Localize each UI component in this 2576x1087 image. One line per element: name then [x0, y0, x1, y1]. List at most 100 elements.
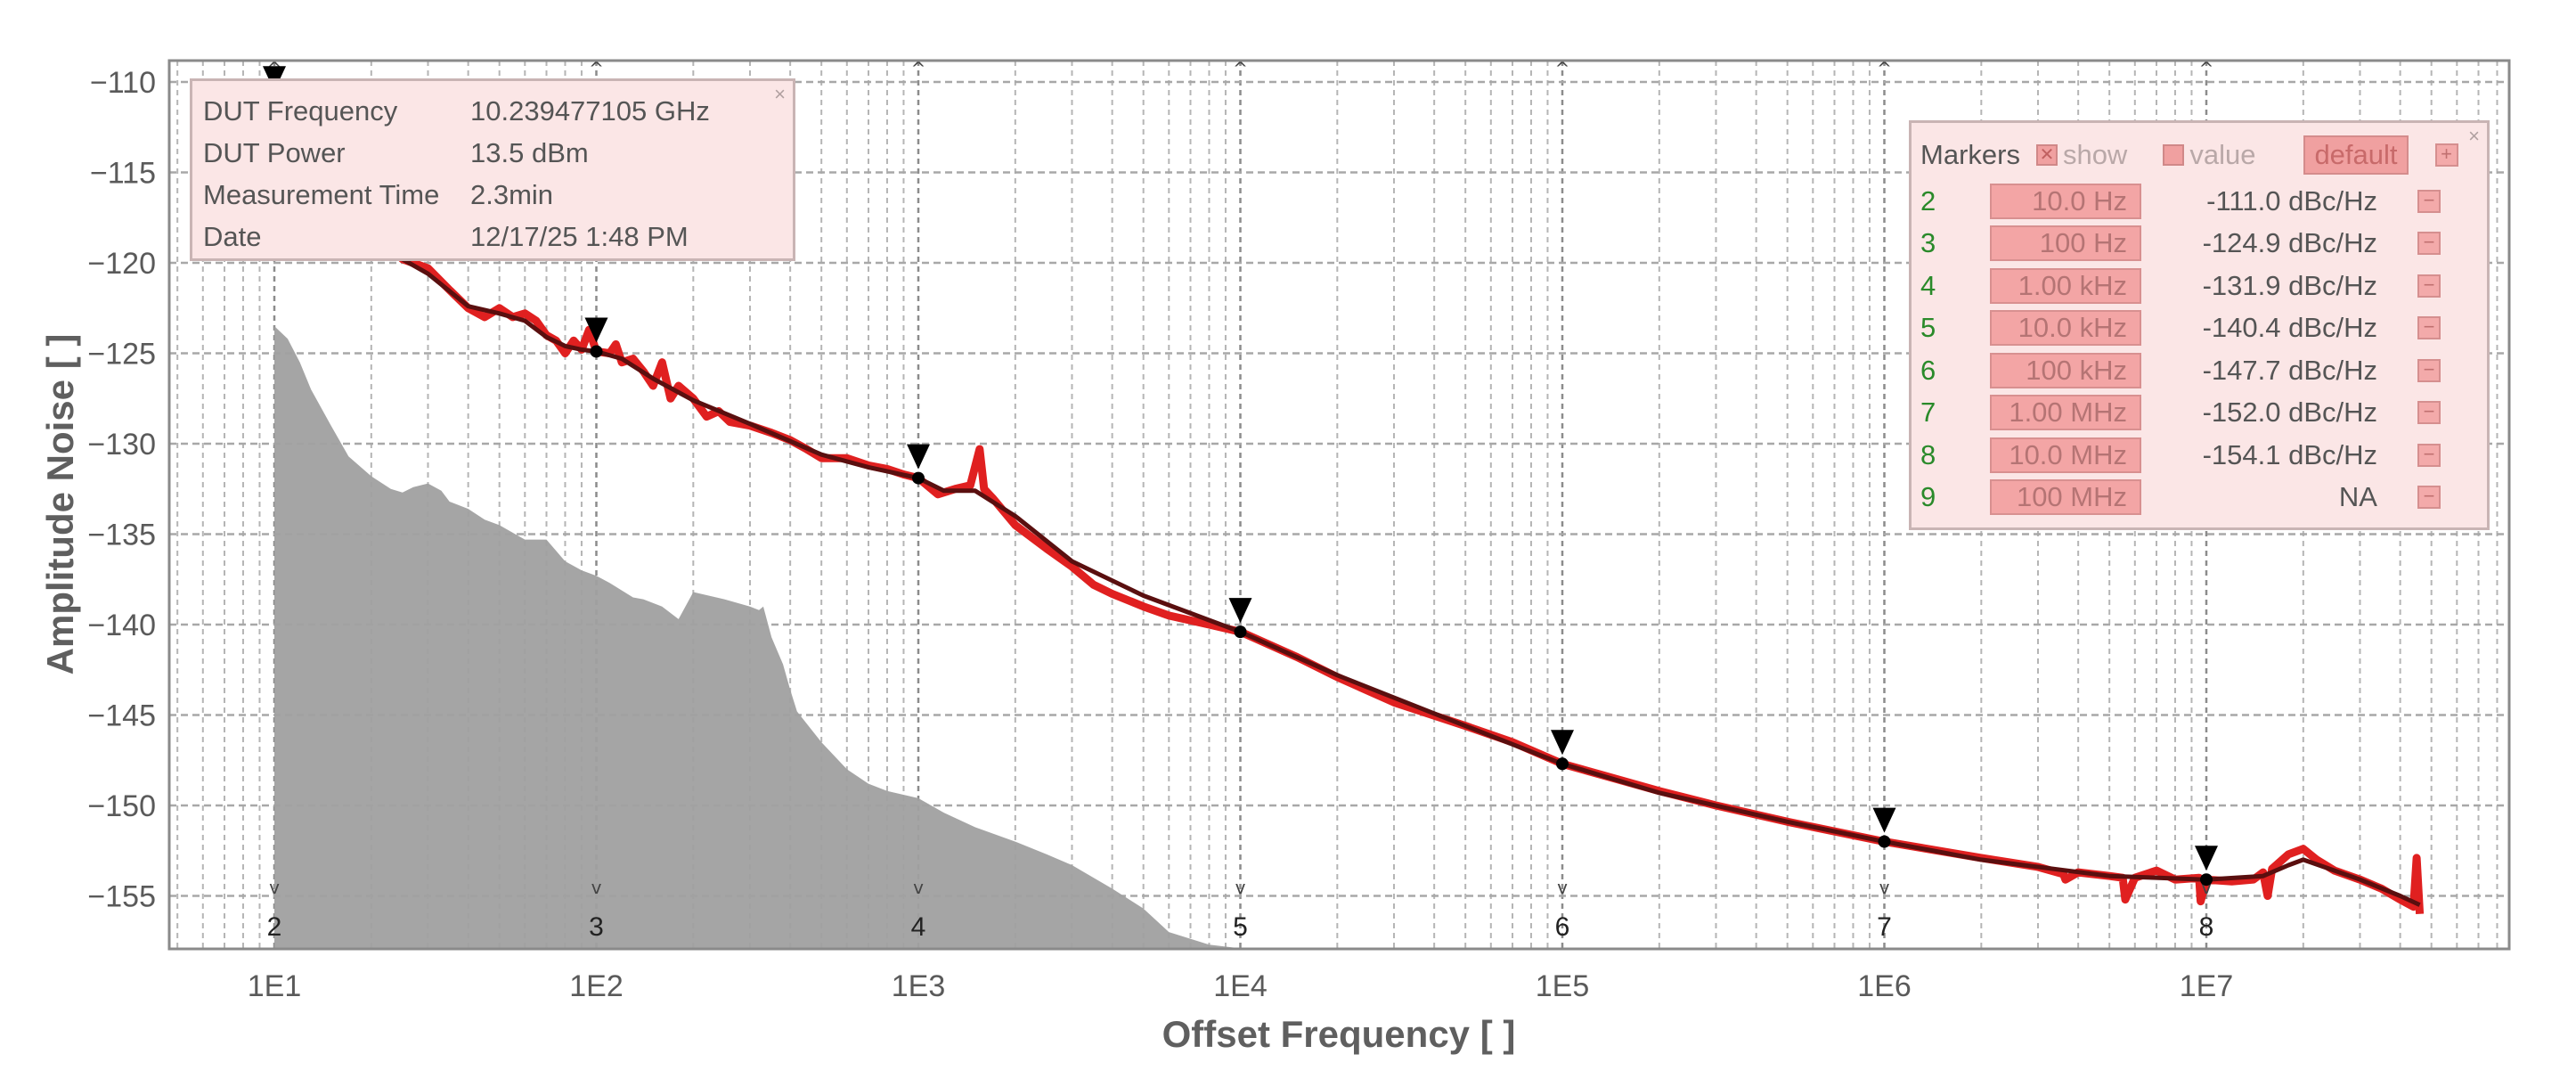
marker-value: -111.0 dBc/Hz [2206, 184, 2377, 217]
marker-point [1556, 757, 1569, 771]
marker-7[interactable]: ^ v 7 [1872, 58, 1896, 942]
default-button[interactable]: default [2303, 135, 2409, 175]
marker-frequency-input[interactable]: 100 Hz [1990, 225, 2141, 262]
show-label[interactable]: show [2062, 139, 2128, 170]
remove-marker-button[interactable]: − [2417, 486, 2441, 510]
info-row-date: Date 12/17/25 1:48 PM [203, 216, 782, 257]
info-row-time: Measurement Time 2.3min [203, 174, 782, 216]
markers-header: Markers ✕ show value default + [1920, 130, 2478, 180]
y-axis-ticks: −110 −115 −120 −125 −130 −135 −140 −145 −150 −155 [87, 66, 156, 914]
y-tick-label: −135 [87, 519, 156, 552]
marker-top-caret-icon: ^ [1233, 58, 1248, 79]
marker-number: 7 [1920, 396, 1936, 429]
remove-marker-button[interactable]: − [2417, 274, 2441, 298]
y-tick-label: −140 [87, 609, 156, 642]
show-checkbox[interactable]: ✕ [2035, 144, 2058, 166]
marker-number-label: 3 [589, 912, 604, 942]
markers-title: Markers [1920, 139, 2020, 170]
marker-triangle-icon [1551, 730, 1574, 756]
marker-number: 6 [1920, 354, 1936, 386]
marker-triangle-icon [2195, 846, 2218, 871]
remove-marker-button[interactable]: − [2417, 232, 2441, 256]
close-icon[interactable]: × [774, 83, 786, 105]
marker-triangle-icon [907, 444, 930, 470]
remove-marker-button[interactable]: − [2417, 443, 2441, 467]
marker-number: 3 [1920, 227, 1936, 259]
marker-point [912, 471, 925, 485]
marker-5[interactable]: ^ v 5 [1228, 58, 1252, 942]
marker-value: -154.1 dBc/Hz [2202, 438, 2377, 470]
marker-number-label: 2 [267, 912, 282, 942]
marker-value: -140.4 dBc/Hz [2202, 312, 2377, 344]
y-axis-title: Amplitude Noise [ ] [39, 334, 81, 675]
marker-row: 5 10.0 kHz -140.4 dBc/Hz − [1920, 307, 2478, 350]
plot-frame [167, 59, 2511, 951]
info-row-frequency: DUT Frequency 10.239477105 GHz [203, 90, 782, 132]
x-tick-label: 1E7 [2180, 969, 2234, 1003]
marker-bottom-caret-icon: v [269, 877, 280, 898]
x-tick-label: 1E2 [569, 969, 624, 1003]
info-label: DUT Frequency [203, 94, 398, 127]
marker-bottom-caret-icon: v [1879, 877, 1890, 898]
marker-bottom-caret-icon: v [1235, 877, 1246, 898]
marker-number: 9 [1920, 481, 1936, 513]
marker-row: 8 10.0 MHz -154.1 dBc/Hz − [1920, 434, 2478, 477]
raw-trace-line [271, 97, 2425, 915]
marker-row: 4 1.00 kHz -131.9 dBc/Hz − [1920, 265, 2478, 307]
info-value: 10.239477105 GHz [470, 94, 710, 127]
marker-point [590, 345, 603, 358]
marker-point [1878, 835, 1891, 848]
marker-value: -131.9 dBc/Hz [2202, 269, 2377, 301]
marker-8[interactable]: ^v8 [2195, 58, 2218, 942]
marker-row: 3 100 Hz -124.9 dBc/Hz − [1920, 223, 2478, 266]
close-icon[interactable]: × [2468, 125, 2480, 147]
marker-point [1234, 625, 1247, 639]
marker-top-caret-icon: ^ [911, 58, 926, 79]
marker-triangle-icon [1872, 807, 1896, 833]
marker-frequency-input[interactable]: 100 MHz [1990, 479, 2141, 516]
remove-marker-button[interactable]: − [2417, 316, 2441, 340]
marker-number-label: 4 [911, 912, 926, 942]
marker-bottom-caret-icon: v [591, 877, 602, 898]
marker-6[interactable]: ^ v 6 [1551, 58, 1574, 942]
value-label[interactable]: value [2189, 139, 2256, 170]
add-marker-button[interactable]: + [2434, 143, 2458, 167]
dut-info-panel: × DUT Frequency 10.239477105 GHz DUT Pow… [190, 78, 795, 261]
y-tick-label: −120 [87, 247, 156, 281]
marker-frequency-input[interactable]: 1.00 MHz [1990, 395, 2141, 431]
marker-frequency-input[interactable]: 10.0 MHz [1990, 437, 2141, 473]
x-tick-label: 1E5 [1536, 969, 1590, 1003]
marker-number-label: 7 [1877, 912, 1892, 942]
marker-number-label: 6 [1555, 912, 1570, 942]
info-value: 13.5 dBm [470, 136, 589, 168]
remove-marker-button[interactable]: − [2417, 401, 2441, 425]
remove-marker-button[interactable]: − [2417, 189, 2441, 213]
marker-top-caret-icon: ^ [2199, 58, 2214, 79]
x-tick-label: 1E4 [1213, 969, 1268, 1003]
marker-value: -152.0 dBc/Hz [2202, 396, 2377, 429]
x-tick-label: 1E3 [892, 969, 946, 1003]
marker-bottom-caret-icon: v [913, 877, 924, 898]
marker-rows: 2 10.0 Hz -111.0 dBc/Hz − 3 100 Hz -124.9 dBc/… [1920, 180, 2478, 519]
info-value: 12/17/25 1:48 PM [470, 220, 689, 252]
remove-marker-button[interactable]: − [2417, 358, 2441, 382]
info-label: DUT Power [203, 136, 346, 168]
marker-4[interactable]: ^ v 4 [907, 58, 930, 942]
marker-top-caret-icon: ^ [589, 58, 604, 79]
y-tick-label: −130 [87, 428, 156, 462]
marker-3[interactable]: ^ v 3 [584, 58, 608, 942]
marker-frequency-input[interactable]: 10.0 kHz [1990, 310, 2141, 347]
marker-row: 2 10.0 Hz -111.0 dBc/Hz − [1920, 180, 2478, 223]
marker-frequency-input[interactable]: 1.00 kHz [1990, 267, 2141, 304]
value-checkbox[interactable] [2163, 144, 2185, 166]
marker-frequency-input[interactable]: 100 kHz [1990, 352, 2141, 388]
marker-number-label: 8 [2199, 912, 2214, 942]
info-label: Date [203, 220, 262, 252]
smoothed-trace-line [273, 98, 2421, 907]
marker-frequency-input[interactable]: 10.0 Hz [1990, 183, 2141, 219]
marker-row: 9 100 MHz NA − [1920, 477, 2478, 519]
marker-value: -124.9 dBc/Hz [2202, 227, 2377, 259]
marker-row: 6 100 kHz -147.7 dBc/Hz − [1920, 349, 2478, 392]
noise-floor-fill [274, 326, 1241, 949]
markers-panel: × Markers ✕ show value default + 2 10.0 H… [1909, 120, 2490, 530]
